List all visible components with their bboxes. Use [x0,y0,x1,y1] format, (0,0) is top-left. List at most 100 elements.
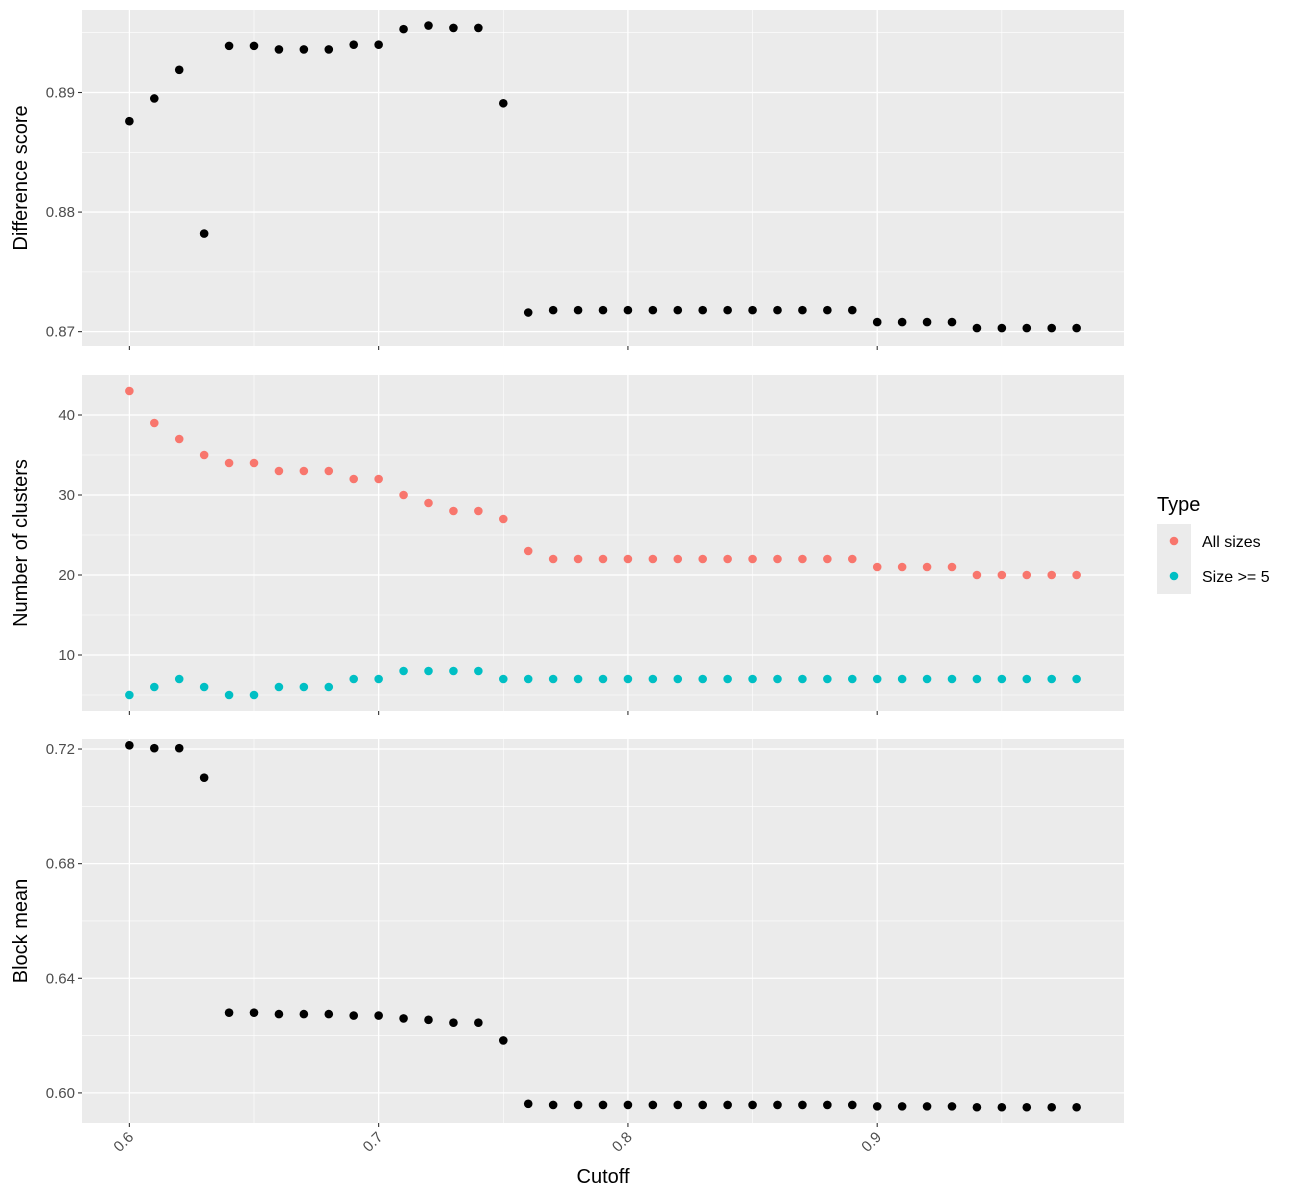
data-point [748,674,757,684]
data-point [573,1100,583,1110]
data-point [324,682,334,692]
data-point [947,1102,957,1111]
data-point [199,773,209,782]
data-point [997,570,1007,580]
y-tick-label: 0.87 [46,324,75,341]
data-point [623,305,633,315]
x-tick-label: 0.6 [110,1129,137,1156]
y-tick-label: 10 [58,647,75,664]
data-point [125,116,134,126]
y-tick-label: 0.89 [46,85,75,102]
data-point [823,554,832,564]
data-point [723,305,732,315]
data-point [349,40,359,49]
data-point [1047,1102,1057,1112]
data-point [174,743,184,753]
data-point [174,674,184,684]
x-tick-label: 0.9 [858,1129,885,1156]
data-point [723,554,732,564]
data-point [798,305,807,315]
data-point [798,554,807,564]
data-point [474,506,483,516]
data-point [648,305,658,315]
data-point [997,323,1007,333]
data-point [299,682,309,692]
legend-label-all-sizes: All sizes [1202,534,1261,551]
data-point [648,674,658,684]
y-tick-label: 0.64 [46,970,75,987]
data-point [972,1102,982,1112]
data-point [748,1100,757,1110]
data-point [449,506,458,516]
y-tick-label: 0.60 [46,1085,75,1102]
data-point [598,674,608,684]
data-point [847,1100,857,1110]
data-point [399,1014,408,1023]
data-point [947,317,957,327]
data-point [847,554,857,564]
data-point [149,682,159,692]
legend-key-size-ge-5 [1169,571,1179,581]
data-point [1072,323,1081,333]
data-point [224,458,234,468]
legend-title: Type [1157,494,1200,516]
data-point [698,1100,708,1110]
data-point [573,554,583,564]
data-point [523,308,533,317]
data-point [199,229,209,238]
data-point [847,305,857,315]
data-point [1047,570,1057,580]
data-point [598,1100,608,1110]
panel-background [82,375,1124,711]
data-point [947,562,957,572]
data-point [1072,570,1081,580]
data-point [224,41,234,51]
data-point [548,305,558,315]
data-point [125,386,134,396]
data-point [199,450,209,460]
data-point [174,65,184,75]
data-point [349,474,359,484]
data-point [249,458,259,468]
data-point [299,1009,309,1019]
data-point [823,305,832,315]
data-point [548,554,558,564]
y-axis-title: Number of clusters [10,459,32,627]
data-point [897,1102,907,1111]
y-tick-label: 30 [58,487,75,504]
data-point [623,674,633,684]
panel-2: 10 20 30 40 Number of clusters [10,375,1124,715]
legend-label-size-ge-5: Size >= 5 [1202,569,1270,586]
data-point [125,741,134,750]
data-point [673,1100,683,1110]
data-point [872,317,882,327]
data-point [972,570,982,580]
chart-panels: 0.87 0.88 0.89 Difference score 10 20 30 40 Numb… [10,10,1124,1156]
data-point [523,1099,533,1109]
data-point [374,40,383,49]
data-point [349,674,359,684]
y-axis-title: Block mean [10,879,32,984]
data-point [274,466,284,476]
data-point [498,514,508,524]
data-point [648,1100,658,1110]
panel-1: 0.87 0.88 0.89 Difference score [10,10,1124,350]
data-point [623,1100,633,1110]
data-point [623,554,633,564]
legend: Type All sizes Size >= 5 [1157,494,1270,594]
data-point [972,323,982,333]
data-point [498,98,508,108]
y-tick-label: 0.88 [46,204,75,221]
data-point [1047,323,1057,333]
series-size-5 [125,666,1081,700]
panel-background [82,10,1124,346]
data-point [872,674,882,684]
data-point [997,1102,1007,1112]
data-point [1022,674,1032,684]
data-point [723,674,732,684]
data-point [174,434,184,444]
data-point [449,1018,458,1028]
data-point [897,562,907,572]
data-point [573,674,583,684]
data-point [249,690,259,700]
